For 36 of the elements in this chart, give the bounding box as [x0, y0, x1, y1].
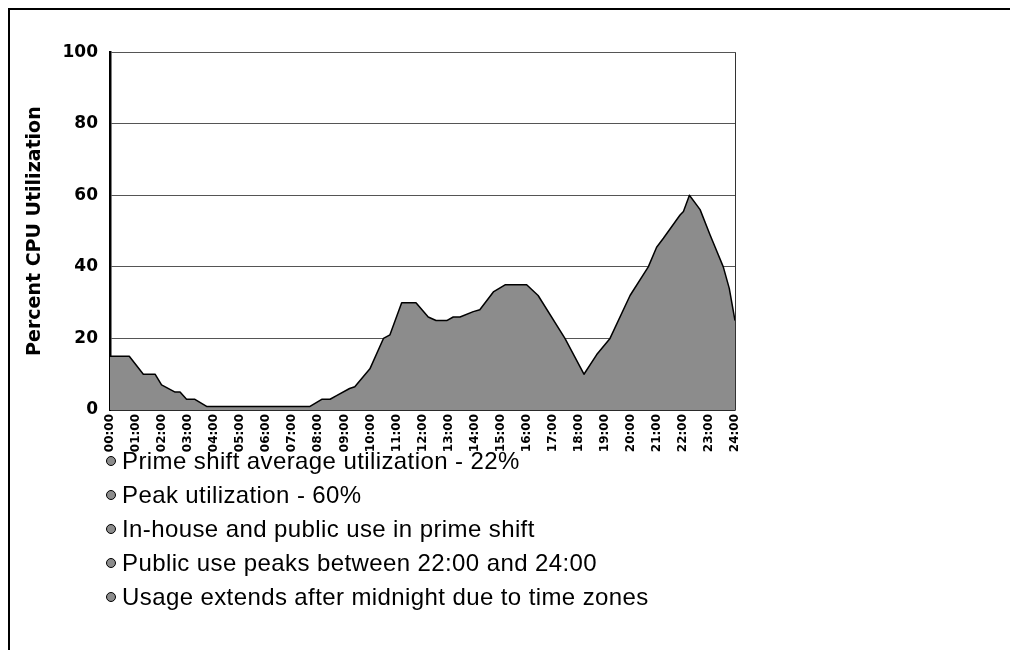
x-tick-label: 12:00: [414, 414, 429, 453]
x-tick-label: 13:00: [440, 414, 455, 453]
x-tick-label: 17:00: [544, 414, 559, 453]
text: Peak utilization - 60%: [122, 481, 362, 509]
x-tick-label: 15:00: [492, 414, 507, 453]
x-tick-label: 16:00: [518, 414, 533, 453]
y-tick-label: 100: [62, 40, 99, 61]
x-tick-label: 23:00: [701, 414, 716, 453]
text: In-house and public use in prime shift: [122, 515, 535, 543]
y-tick-label: 40: [74, 255, 99, 276]
text: Public use peaks between 22:00 and 24:00: [122, 549, 598, 577]
x-tick-label: 03:00: [180, 414, 195, 453]
x-tick-label: 01:00: [128, 414, 143, 453]
text: Usage extends after midnight due to time zones: [122, 583, 649, 611]
y-tick-label: 20: [74, 326, 99, 347]
x-tick-label: 11:00: [388, 414, 403, 453]
x-tick-label: 22:00: [675, 414, 690, 453]
x-tick-label: 08:00: [310, 414, 325, 453]
y-tick-label: 80: [74, 112, 99, 133]
x-tick-label: 19:00: [596, 414, 611, 453]
x-tick-label: 24:00: [727, 414, 742, 453]
x-tick-label: 14:00: [466, 414, 481, 453]
x-tick-label: 05:00: [232, 414, 247, 453]
y-tick-label: 0: [86, 398, 99, 419]
x-tick-label: 06:00: [258, 414, 273, 453]
x-tick-label: 07:00: [284, 414, 299, 453]
x-tick-label: 10:00: [362, 414, 377, 453]
x-tick-label: 20:00: [622, 414, 637, 453]
x-tick-label: 02:00: [154, 414, 169, 453]
x-tick-label: 04:00: [206, 414, 221, 453]
x-tick-label: 21:00: [649, 414, 663, 453]
y-tick-label: 60: [74, 183, 99, 204]
x-tick-label: 00:00: [102, 414, 117, 453]
x-tick-label: 09:00: [336, 414, 351, 453]
x-tick-label: 18:00: [570, 414, 585, 453]
y-axis-title: Percent CPU Utilization: [22, 106, 45, 356]
